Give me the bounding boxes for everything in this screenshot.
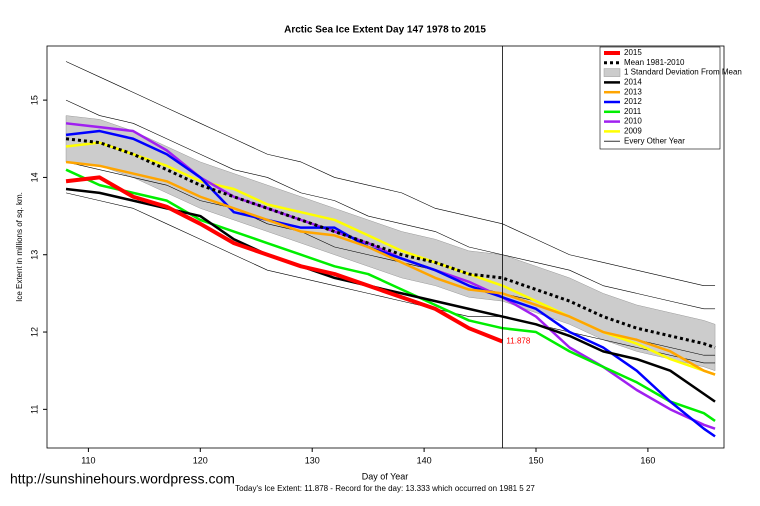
series-line <box>65 175 504 344</box>
legend-label: 1 Standard Deviation From Mean <box>624 68 742 77</box>
footer: Today's Ice Extent: 11.878 - Record for … <box>235 484 535 493</box>
x-tick-label: 130 <box>305 455 320 465</box>
y-tick-label: 14 <box>29 172 39 182</box>
x-tick-label: 110 <box>81 455 95 465</box>
legend-swatch <box>603 68 621 77</box>
legend-label: 2012 <box>624 97 642 106</box>
series-line <box>65 160 716 376</box>
watermark: http://sunshinehours.wordpress.com <box>10 471 235 487</box>
data-label: 11.878 <box>506 337 530 346</box>
legend-label: Mean 1981-2010 <box>624 58 685 67</box>
series-line <box>65 137 716 349</box>
plot <box>65 61 716 438</box>
legend-label: 2013 <box>624 87 642 96</box>
legend-label: 2014 <box>624 78 642 87</box>
plot-frame <box>46 45 725 449</box>
x-tick-label: 120 <box>193 455 208 465</box>
sd-band <box>65 115 716 372</box>
x-tick-label: 150 <box>528 455 543 465</box>
y-axis-label: Ice Extent in millions of sq. km. <box>15 192 24 302</box>
other-year-line <box>65 99 716 310</box>
series-line <box>65 141 716 376</box>
x-tick-label: 140 <box>417 455 432 465</box>
y-tick-label: 15 <box>29 95 39 105</box>
x-tick-label: 160 <box>640 455 655 465</box>
legend-label: 2009 <box>624 127 642 136</box>
y-tick-label: 12 <box>29 327 39 337</box>
x-axis-label: Day of Year <box>362 471 409 481</box>
chart-title: Arctic Sea Ice Extent Day 147 1978 to 20… <box>284 25 486 36</box>
legend-label: 2010 <box>624 117 642 126</box>
legend-label: Every Other Year <box>624 136 685 145</box>
series-line <box>65 168 716 422</box>
series-line <box>65 129 716 438</box>
legend-label: 2011 <box>624 107 642 116</box>
legend-label: 2015 <box>624 48 642 57</box>
other-year-line <box>65 192 716 364</box>
other-year-line <box>65 61 716 286</box>
y-tick-label: 11 <box>29 405 39 414</box>
y-tick-label: 13 <box>29 250 39 260</box>
